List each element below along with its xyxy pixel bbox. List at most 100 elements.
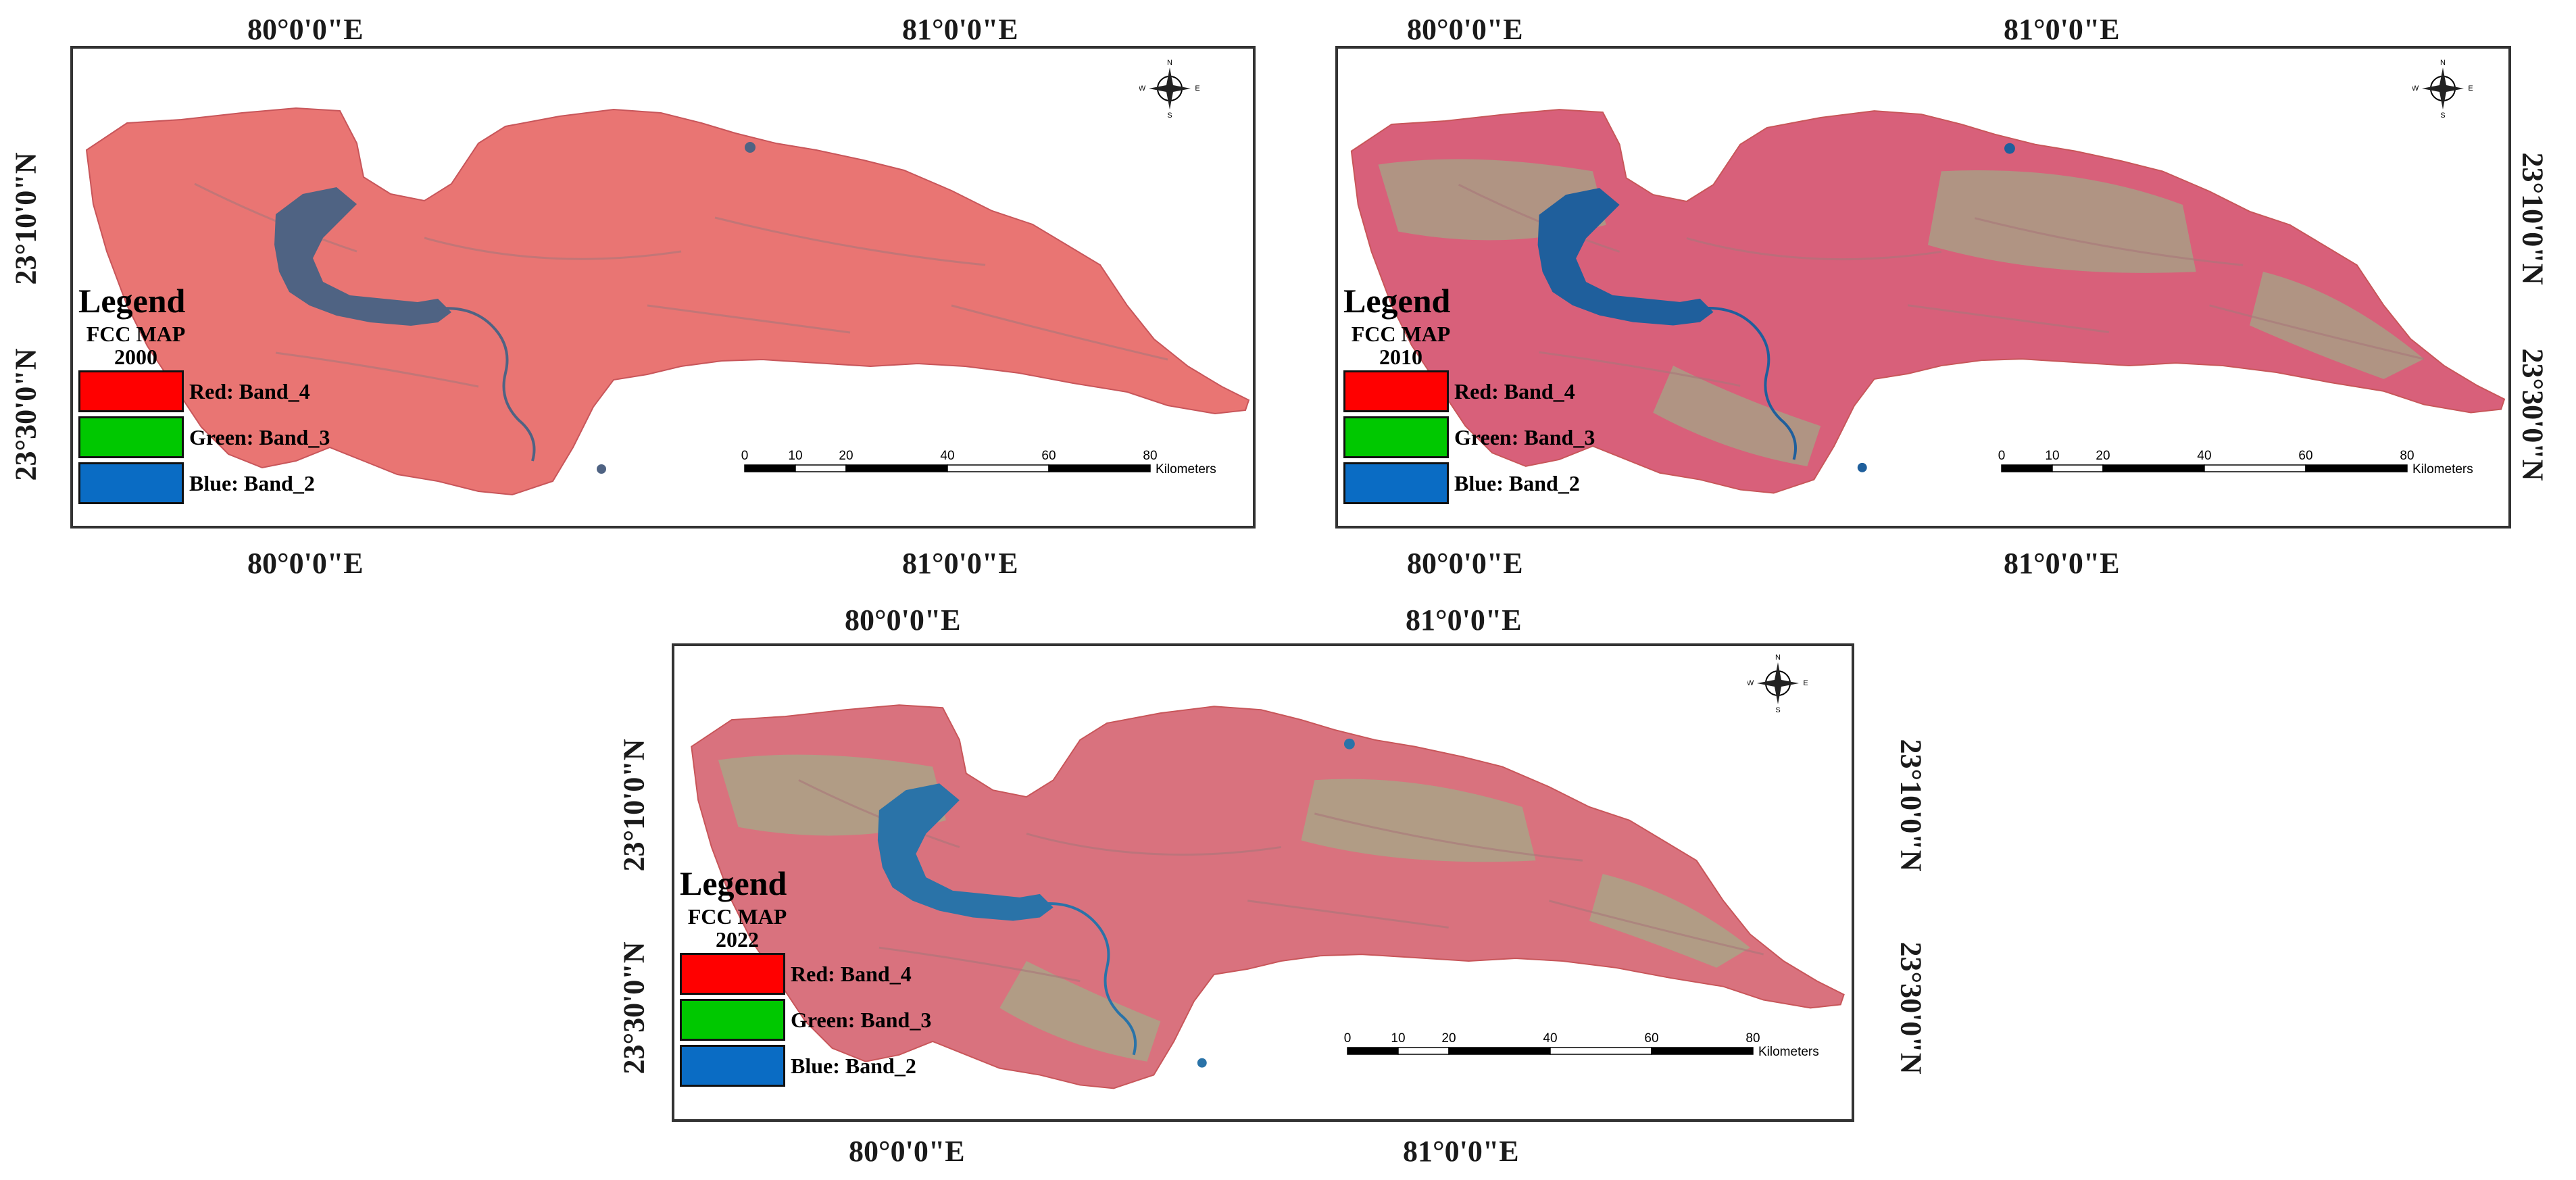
waterbody-dot xyxy=(1343,738,1355,749)
compass-rose-icon: N S E W xyxy=(1139,59,1200,119)
scale-bar: 0 10 20 40 60 80 Kilometers xyxy=(741,442,1253,483)
scale-tick-label: 60 xyxy=(2298,449,2312,463)
scale-tick-label: 40 xyxy=(1543,1031,1557,1046)
legend-entry-red: Red: Band_4 xyxy=(78,368,330,414)
reservoir-water xyxy=(1537,188,1714,326)
legend-label: Green: Band_3 xyxy=(791,1007,932,1032)
scale-tick-label: 60 xyxy=(1041,449,1056,463)
legend-entry-red: Red: Band_4 xyxy=(1343,368,1595,414)
left-latitude-label: 23°30'0"N xyxy=(9,348,43,481)
scale-segment xyxy=(1048,464,1151,472)
vegetation-patch xyxy=(999,961,1161,1062)
legend-year: 2010 xyxy=(1379,344,1422,369)
scale-tick-label: 40 xyxy=(940,449,954,463)
map-legend: Legend FCC MAP 2022 Red: Band_4 Green: B… xyxy=(680,866,931,1089)
vegetation-patch xyxy=(1589,874,1750,968)
bottom-longitude-label: 80°0'0"E xyxy=(1407,547,1523,580)
scale-tick-label: 20 xyxy=(2096,449,2110,463)
fcc-raster-map xyxy=(691,704,1845,1089)
scale-tick-label: 10 xyxy=(2045,449,2059,463)
bottom-longitude-label: 81°0'0"E xyxy=(2004,547,2120,580)
compass-label-s: S xyxy=(1775,706,1780,714)
scale-bar: 0 10 20 40 60 80 Kilometers xyxy=(1998,442,2508,483)
river-channel xyxy=(1700,307,1797,460)
scale-tick-label: 60 xyxy=(1644,1031,1658,1046)
scale-tick-label: 40 xyxy=(2197,449,2211,463)
right-latitude-label: 23°10'0"N xyxy=(1894,739,1928,872)
scale-tick-label: 0 xyxy=(1998,449,2006,463)
compass-star xyxy=(1149,68,1191,109)
scale-segment xyxy=(2001,464,2053,472)
legend-entry-red: Red: Band_4 xyxy=(680,951,931,997)
legend-entry-green: Green: Band_3 xyxy=(1343,414,1595,460)
swatch-green xyxy=(1343,416,1449,459)
compass-star xyxy=(1757,662,1799,704)
swatch-blue xyxy=(680,1045,785,1087)
right-latitude-label: 23°30'0"N xyxy=(1894,941,1928,1075)
legend-label: Red: Band_4 xyxy=(791,961,912,986)
compass-label-w: W xyxy=(1139,84,1146,93)
compass-label-n: N xyxy=(1167,59,1172,67)
study-area-land xyxy=(85,107,1250,496)
swatch-red xyxy=(1343,370,1449,413)
vegetation-patch xyxy=(1653,366,1821,466)
scale-segment xyxy=(2052,464,2104,472)
swatch-red xyxy=(78,370,184,413)
scale-tick-label: 20 xyxy=(839,449,853,463)
study-area-land xyxy=(1350,109,2506,494)
scale-tick-label: 80 xyxy=(2400,449,2414,463)
scale-segment xyxy=(795,464,847,472)
right-latitude-label: 23°30'0"N xyxy=(2516,348,2550,481)
left-latitude-label: 23°10'0"N xyxy=(617,739,651,872)
bottom-longitude-label: 81°0'0"E xyxy=(902,547,1018,580)
compass-label-n: N xyxy=(2440,59,2446,67)
top-longitude-label: 81°0'0"E xyxy=(1406,604,1522,637)
legend-label: Blue: Band_2 xyxy=(189,470,315,495)
top-longitude-label: 81°0'0"E xyxy=(2004,13,2120,46)
legend-label: Green: Band_3 xyxy=(1454,424,1595,449)
river-channel xyxy=(1039,902,1137,1056)
map-legend: Legend FCC MAP 2010 Red: Band_4 Green: B… xyxy=(1343,284,1595,506)
legend-year: 2000 xyxy=(114,344,157,369)
waterbody-dot xyxy=(2004,143,2015,154)
compass-label-n: N xyxy=(1775,654,1781,662)
scale-tick-label: 20 xyxy=(1441,1031,1456,1046)
compass-label-s: S xyxy=(1167,112,1172,119)
scale-unit-label: Kilometers xyxy=(2412,462,2473,476)
legend-map-name: FCC MAP xyxy=(687,904,787,929)
left-latitude-label: 23°10'0"N xyxy=(9,152,43,285)
scale-tick-label: 10 xyxy=(1391,1031,1405,1046)
scale-tick-label: 80 xyxy=(1745,1031,1760,1046)
legend-map-name: FCC MAP xyxy=(1351,322,1451,346)
compass-label-w: W xyxy=(1748,679,1754,687)
scale-tick-label: 80 xyxy=(1143,449,1157,463)
waterbody-dot xyxy=(745,142,756,153)
reservoir-water xyxy=(877,783,1054,921)
compass-label-e: E xyxy=(1803,679,1808,687)
legend-entry-green: Green: Band_3 xyxy=(78,414,330,460)
top-longitude-label: 80°0'0"E xyxy=(1407,13,1523,46)
scale-segment xyxy=(744,464,796,472)
legend-label: Blue: Band_2 xyxy=(791,1053,916,1078)
legend-label: Red: Band_4 xyxy=(1454,378,1575,403)
compass-rose-icon: N S E W xyxy=(2412,59,2473,119)
legend-entry-blue: Blue: Band_2 xyxy=(78,460,330,506)
compass-star xyxy=(2422,68,2464,109)
top-longitude-label: 80°0'0"E xyxy=(845,604,961,637)
map-panel-2000: 80°0'0"E 81°0'0"E 23°10'0"N 23°30'0"N 80… xyxy=(0,0,1284,588)
swatch-blue xyxy=(1343,462,1449,505)
map-frame: Legend FCC MAP 2022 Red: Band_4 Green: B… xyxy=(672,643,1854,1122)
legend-label: Green: Band_3 xyxy=(189,424,330,449)
waterbody-dot xyxy=(1857,462,1867,472)
swatch-red xyxy=(680,953,785,995)
compass-label-s: S xyxy=(2440,112,2445,119)
legend-entry-green: Green: Band_3 xyxy=(680,997,931,1043)
river-channel xyxy=(437,307,536,462)
legend-title: Legend xyxy=(680,864,787,902)
scale-unit-label: Kilometers xyxy=(1156,462,1216,476)
swatch-green xyxy=(680,999,785,1041)
top-longitude-label: 80°0'0"E xyxy=(247,13,364,46)
